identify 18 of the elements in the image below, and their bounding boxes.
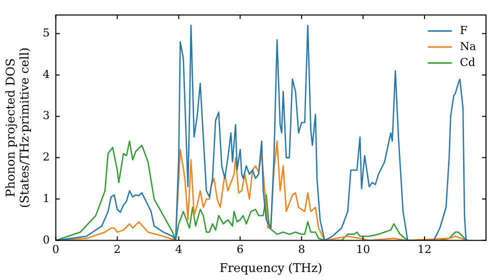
y-tick-label: 2 [42,150,50,164]
legend-label: Cd [460,56,476,69]
x-tick-label: 6 [236,242,244,256]
y-axis-title: Phonon projected DOS (States/THz·primitive cell) [3,47,32,208]
y-tick-label: 3 [42,109,50,122]
legend-label: Na [460,40,476,53]
x-tick-label: 0 [52,242,60,256]
x-tick-label: 12 [418,242,432,256]
y-tick-label: 5 [42,26,50,40]
x-axis-title: Frequency (THz) [219,260,322,275]
y-tick-label: 1 [42,192,50,205]
y-tick-label: 4 [42,68,50,81]
y-tick-label: 0 [42,233,50,246]
x-tick-label: 10 [356,242,370,256]
legend-label: F [460,24,468,37]
x-tick-label: 4 [175,242,182,256]
x-tick-label: 2 [114,242,121,256]
x-tick-label: 8 [298,242,306,256]
